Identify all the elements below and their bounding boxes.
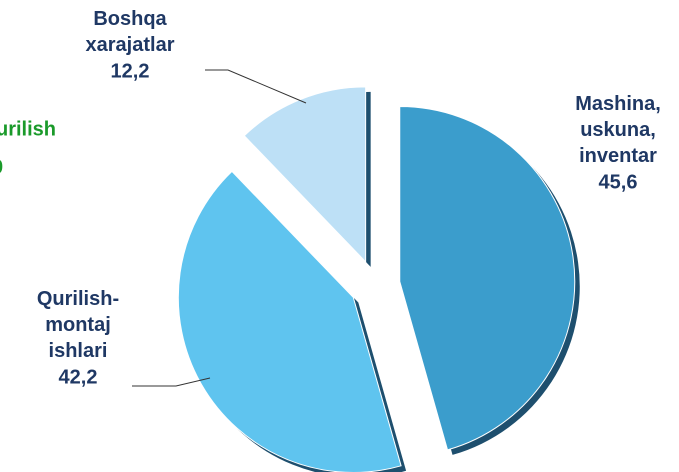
slice-label: Boshqa xarajatlar [86, 8, 175, 56]
slice-label: Qurilish-montaj ishlari [37, 288, 119, 362]
leader-line [132, 377, 211, 387]
slice-label: Mashina, uskuna, inventar [575, 93, 661, 167]
slice [243, 86, 367, 264]
annotation: 0 [0, 156, 3, 178]
value-label: 42,2 [59, 366, 98, 388]
slice [399, 106, 576, 451]
annotation: urilish [0, 118, 56, 140]
value-label: 12,2 [111, 60, 150, 82]
leader-line [205, 69, 307, 104]
value-label: 45,6 [599, 171, 638, 193]
